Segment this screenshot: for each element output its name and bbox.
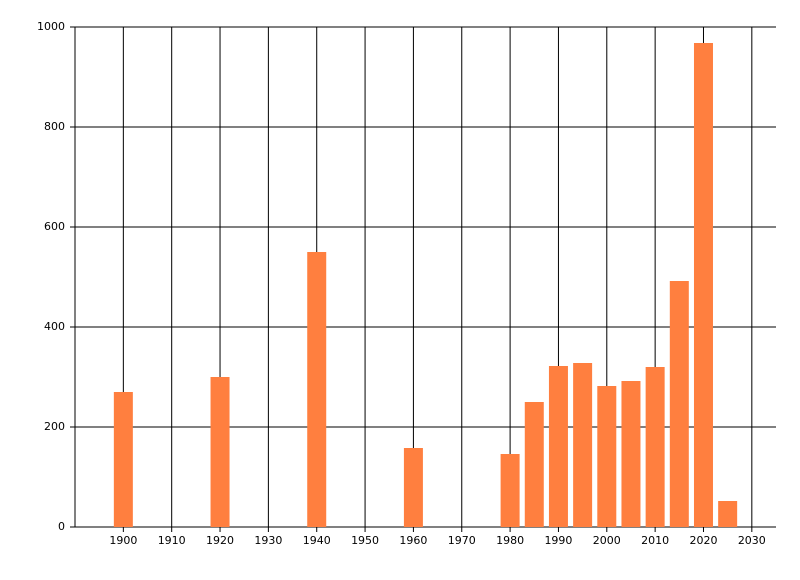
y-tick-label: 600 bbox=[44, 220, 65, 233]
bar bbox=[645, 367, 665, 527]
bar bbox=[597, 386, 617, 527]
y-tick-label: 800 bbox=[44, 120, 65, 133]
x-tick-label: 1920 bbox=[206, 534, 234, 547]
x-tick-label: 2020 bbox=[689, 534, 717, 547]
x-tick-label: 1930 bbox=[254, 534, 282, 547]
x-tick-label: 1980 bbox=[496, 534, 524, 547]
x-tick-label: 1900 bbox=[109, 534, 137, 547]
bar bbox=[621, 381, 641, 527]
bar bbox=[403, 448, 423, 527]
x-tick-label: 1940 bbox=[303, 534, 331, 547]
bar bbox=[210, 377, 230, 527]
x-tick-label: 1970 bbox=[448, 534, 476, 547]
bar bbox=[307, 252, 327, 527]
y-tick-label: 0 bbox=[58, 520, 65, 533]
y-tick-label: 400 bbox=[44, 320, 65, 333]
x-tick-label: 2000 bbox=[593, 534, 621, 547]
bar bbox=[524, 402, 544, 527]
bar bbox=[548, 366, 568, 527]
x-tick-label: 1950 bbox=[351, 534, 379, 547]
x-tick-label: 1960 bbox=[399, 534, 427, 547]
x-tick-label: 1990 bbox=[544, 534, 572, 547]
bar bbox=[693, 43, 713, 527]
y-tick-label: 200 bbox=[44, 420, 65, 433]
x-tick-label: 2030 bbox=[738, 534, 766, 547]
bar bbox=[500, 454, 520, 527]
bar bbox=[718, 501, 738, 527]
bar bbox=[669, 281, 689, 527]
bar bbox=[573, 363, 593, 527]
bar bbox=[113, 392, 133, 527]
y-tick-label: 1000 bbox=[37, 20, 65, 33]
x-tick-label: 2010 bbox=[641, 534, 669, 547]
x-tick-label: 1910 bbox=[158, 534, 186, 547]
